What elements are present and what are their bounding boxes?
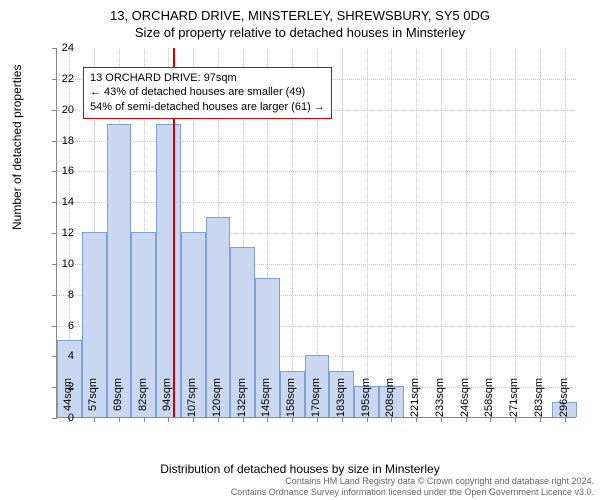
xtick-mark xyxy=(367,417,368,422)
gridline-v xyxy=(466,48,467,417)
xtick-mark xyxy=(119,417,120,422)
xtick-mark xyxy=(168,417,169,422)
xtick-label: 44sqm xyxy=(62,378,74,411)
xtick-label: 296sqm xyxy=(558,378,570,417)
xtick-label: 158sqm xyxy=(285,378,297,417)
ytick-label: 18 xyxy=(50,135,74,147)
xtick-mark xyxy=(317,417,318,422)
xtick-mark xyxy=(466,417,467,422)
xtick-label: 120sqm xyxy=(211,378,223,417)
gridline-v xyxy=(416,48,417,417)
gridline-v xyxy=(342,48,343,417)
xtick-label: 57sqm xyxy=(87,378,99,411)
xtick-mark xyxy=(94,417,95,422)
gridline-v xyxy=(490,48,491,417)
xtick-label: 208sqm xyxy=(384,378,396,417)
xtick-label: 82sqm xyxy=(137,378,149,411)
footer-line-1: Contains HM Land Registry data © Crown c… xyxy=(231,476,594,487)
gridline-v xyxy=(391,48,392,417)
xtick-mark xyxy=(416,417,417,422)
xtick-mark xyxy=(218,417,219,422)
annotation-line: 54% of semi-detached houses are larger (… xyxy=(90,100,325,115)
xtick-label: 258sqm xyxy=(483,378,495,417)
xtick-mark xyxy=(267,417,268,422)
xtick-label: 233sqm xyxy=(434,378,446,417)
footer-credits: Contains HM Land Registry data © Crown c… xyxy=(231,476,594,498)
annotation-box: 13 ORCHARD DRIVE: 97sqm← 43% of detached… xyxy=(83,67,332,120)
ytick-label: 6 xyxy=(50,320,74,332)
xtick-mark xyxy=(441,417,442,422)
annotation-line: ← 43% of detached houses are smaller (49… xyxy=(90,85,325,100)
ytick-label: 16 xyxy=(50,165,74,177)
ytick-label: 4 xyxy=(50,350,74,362)
histogram-bar xyxy=(107,124,132,417)
xtick-mark xyxy=(243,417,244,422)
xtick-label: 94sqm xyxy=(161,378,173,411)
histogram-bar xyxy=(156,124,181,417)
xtick-label: 183sqm xyxy=(335,378,347,417)
gridline-v xyxy=(565,48,566,417)
xtick-label: 195sqm xyxy=(360,378,372,417)
xtick-mark xyxy=(391,417,392,422)
ytick-label: 12 xyxy=(50,227,74,239)
xtick-label: 69sqm xyxy=(112,378,124,411)
xtick-label: 283sqm xyxy=(533,378,545,417)
ytick-label: 20 xyxy=(50,104,74,116)
ytick-label: 10 xyxy=(50,258,74,270)
xtick-label: 132sqm xyxy=(236,378,248,417)
gridline-v xyxy=(367,48,368,417)
footer-line-2: Contains Ordnance Survey information lic… xyxy=(231,487,594,498)
gridline-v xyxy=(540,48,541,417)
xtick-mark xyxy=(490,417,491,422)
xtick-label: 145sqm xyxy=(260,378,272,417)
gridline-v xyxy=(515,48,516,417)
xtick-mark xyxy=(292,417,293,422)
gridline-v xyxy=(441,48,442,417)
address-title: 13, ORCHARD DRIVE, MINSTERLEY, SHREWSBUR… xyxy=(0,0,600,23)
xtick-label: 246sqm xyxy=(459,378,471,417)
xtick-mark xyxy=(515,417,516,422)
x-axis-label: Distribution of detached houses by size … xyxy=(0,462,600,476)
y-axis-label: Number of detached properties xyxy=(10,65,24,230)
ytick-label: 22 xyxy=(50,73,74,85)
chart-subtitle: Size of property relative to detached ho… xyxy=(0,23,600,44)
xtick-label: 107sqm xyxy=(186,378,198,417)
plot-area: 13 ORCHARD DRIVE: 97sqm← 43% of detached… xyxy=(56,48,576,418)
ytick-label: 14 xyxy=(50,196,74,208)
xtick-mark xyxy=(342,417,343,422)
xtick-label: 221sqm xyxy=(409,378,421,417)
xtick-mark xyxy=(193,417,194,422)
xtick-mark xyxy=(144,417,145,422)
xtick-label: 271sqm xyxy=(508,378,520,417)
ytick-label: 8 xyxy=(50,289,74,301)
xtick-label: 170sqm xyxy=(310,378,322,417)
chart-container: 13 ORCHARD DRIVE: 97sqm← 43% of detached… xyxy=(56,48,576,418)
ytick-label: 0 xyxy=(50,412,74,424)
ytick-label: 24 xyxy=(50,42,74,54)
xtick-mark xyxy=(565,417,566,422)
xtick-mark xyxy=(540,417,541,422)
annotation-line: 13 ORCHARD DRIVE: 97sqm xyxy=(90,71,325,86)
